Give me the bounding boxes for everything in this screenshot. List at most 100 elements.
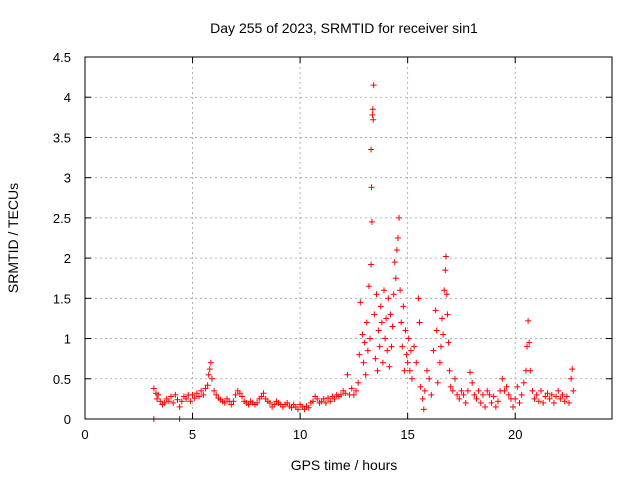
data-point <box>546 395 553 402</box>
data-point <box>451 375 458 382</box>
data-point <box>501 387 508 394</box>
data-point <box>342 390 349 397</box>
data-point <box>331 395 338 402</box>
data-point <box>320 395 327 402</box>
data-point <box>239 393 246 400</box>
data-point <box>176 403 183 410</box>
data-point <box>542 393 549 400</box>
data-point <box>189 391 196 398</box>
data-point <box>183 395 190 402</box>
data-point <box>499 375 506 382</box>
data-point <box>538 387 545 394</box>
data-point <box>325 395 332 402</box>
data-point <box>202 385 209 392</box>
y-axis-label: SRMTID / TECUs <box>5 183 21 293</box>
data-point <box>413 359 420 366</box>
data-point <box>490 393 497 400</box>
data-point <box>527 367 534 374</box>
y-tick-label: 0.5 <box>53 372 71 387</box>
data-point <box>385 295 392 302</box>
data-point <box>512 395 519 402</box>
data-point <box>524 343 531 350</box>
data-point <box>150 385 157 392</box>
data-point <box>424 367 431 374</box>
data-point <box>193 390 200 397</box>
data-point <box>258 393 265 400</box>
data-point <box>426 375 433 382</box>
data-point <box>553 393 560 400</box>
data-point <box>394 235 401 241</box>
data-points <box>150 82 577 422</box>
data-point <box>400 303 407 310</box>
data-point <box>191 395 198 402</box>
data-point <box>379 359 386 366</box>
data-point <box>407 347 414 354</box>
data-point <box>204 382 211 389</box>
data-point <box>479 391 486 398</box>
data-point <box>380 287 387 294</box>
data-point <box>469 379 476 386</box>
data-point <box>236 390 243 397</box>
data-point <box>437 343 444 350</box>
data-point <box>436 359 443 366</box>
data-point <box>196 393 203 400</box>
data-point <box>228 401 235 408</box>
x-axis-label: GPS time / hours <box>291 457 398 473</box>
data-point <box>178 398 185 405</box>
data-point <box>440 331 447 338</box>
data-point <box>456 395 463 402</box>
data-point <box>161 399 168 406</box>
data-point <box>510 403 517 410</box>
data-point <box>369 106 376 113</box>
data-point <box>350 391 357 398</box>
data-point <box>373 291 380 298</box>
data-point <box>294 406 301 413</box>
data-point <box>557 395 564 402</box>
data-point <box>401 367 408 374</box>
data-point <box>570 387 577 394</box>
data-point <box>559 391 566 398</box>
x-tick-labels: 0 5 10 15 20 <box>81 427 522 442</box>
y-tick-label: 2 <box>64 251 71 266</box>
data-point <box>430 347 437 354</box>
data-point <box>390 291 397 298</box>
data-point <box>206 366 213 373</box>
data-point <box>399 343 406 350</box>
data-point <box>198 387 205 394</box>
data-point <box>357 299 364 306</box>
data-point <box>168 393 175 400</box>
data-point <box>365 283 372 290</box>
x-tick-label: 20 <box>508 427 522 442</box>
data-point <box>344 371 351 378</box>
data-point <box>540 399 547 406</box>
data-point <box>386 363 393 370</box>
data-point <box>155 391 162 398</box>
data-point <box>393 247 400 254</box>
data-point <box>355 379 362 386</box>
data-point <box>363 319 370 326</box>
data-point <box>411 343 418 350</box>
data-point <box>518 391 525 398</box>
data-point <box>415 295 422 302</box>
data-point <box>376 343 383 350</box>
data-point <box>154 395 161 402</box>
data-point <box>165 398 172 405</box>
data-point <box>402 327 409 334</box>
data-point <box>467 369 474 376</box>
data-point <box>503 383 510 390</box>
data-point <box>505 391 512 398</box>
data-point <box>458 387 465 394</box>
data-point <box>561 398 568 405</box>
data-point <box>368 184 375 191</box>
y-tick-label: 1.5 <box>53 291 71 306</box>
data-point <box>314 395 321 402</box>
data-point <box>445 339 452 346</box>
data-point <box>360 359 367 366</box>
data-point <box>391 259 398 266</box>
data-point <box>208 375 215 382</box>
data-point <box>205 371 212 378</box>
data-point <box>531 395 538 402</box>
data-point <box>369 111 376 118</box>
data-point <box>555 387 562 394</box>
y-tick-label: 4 <box>64 90 71 105</box>
